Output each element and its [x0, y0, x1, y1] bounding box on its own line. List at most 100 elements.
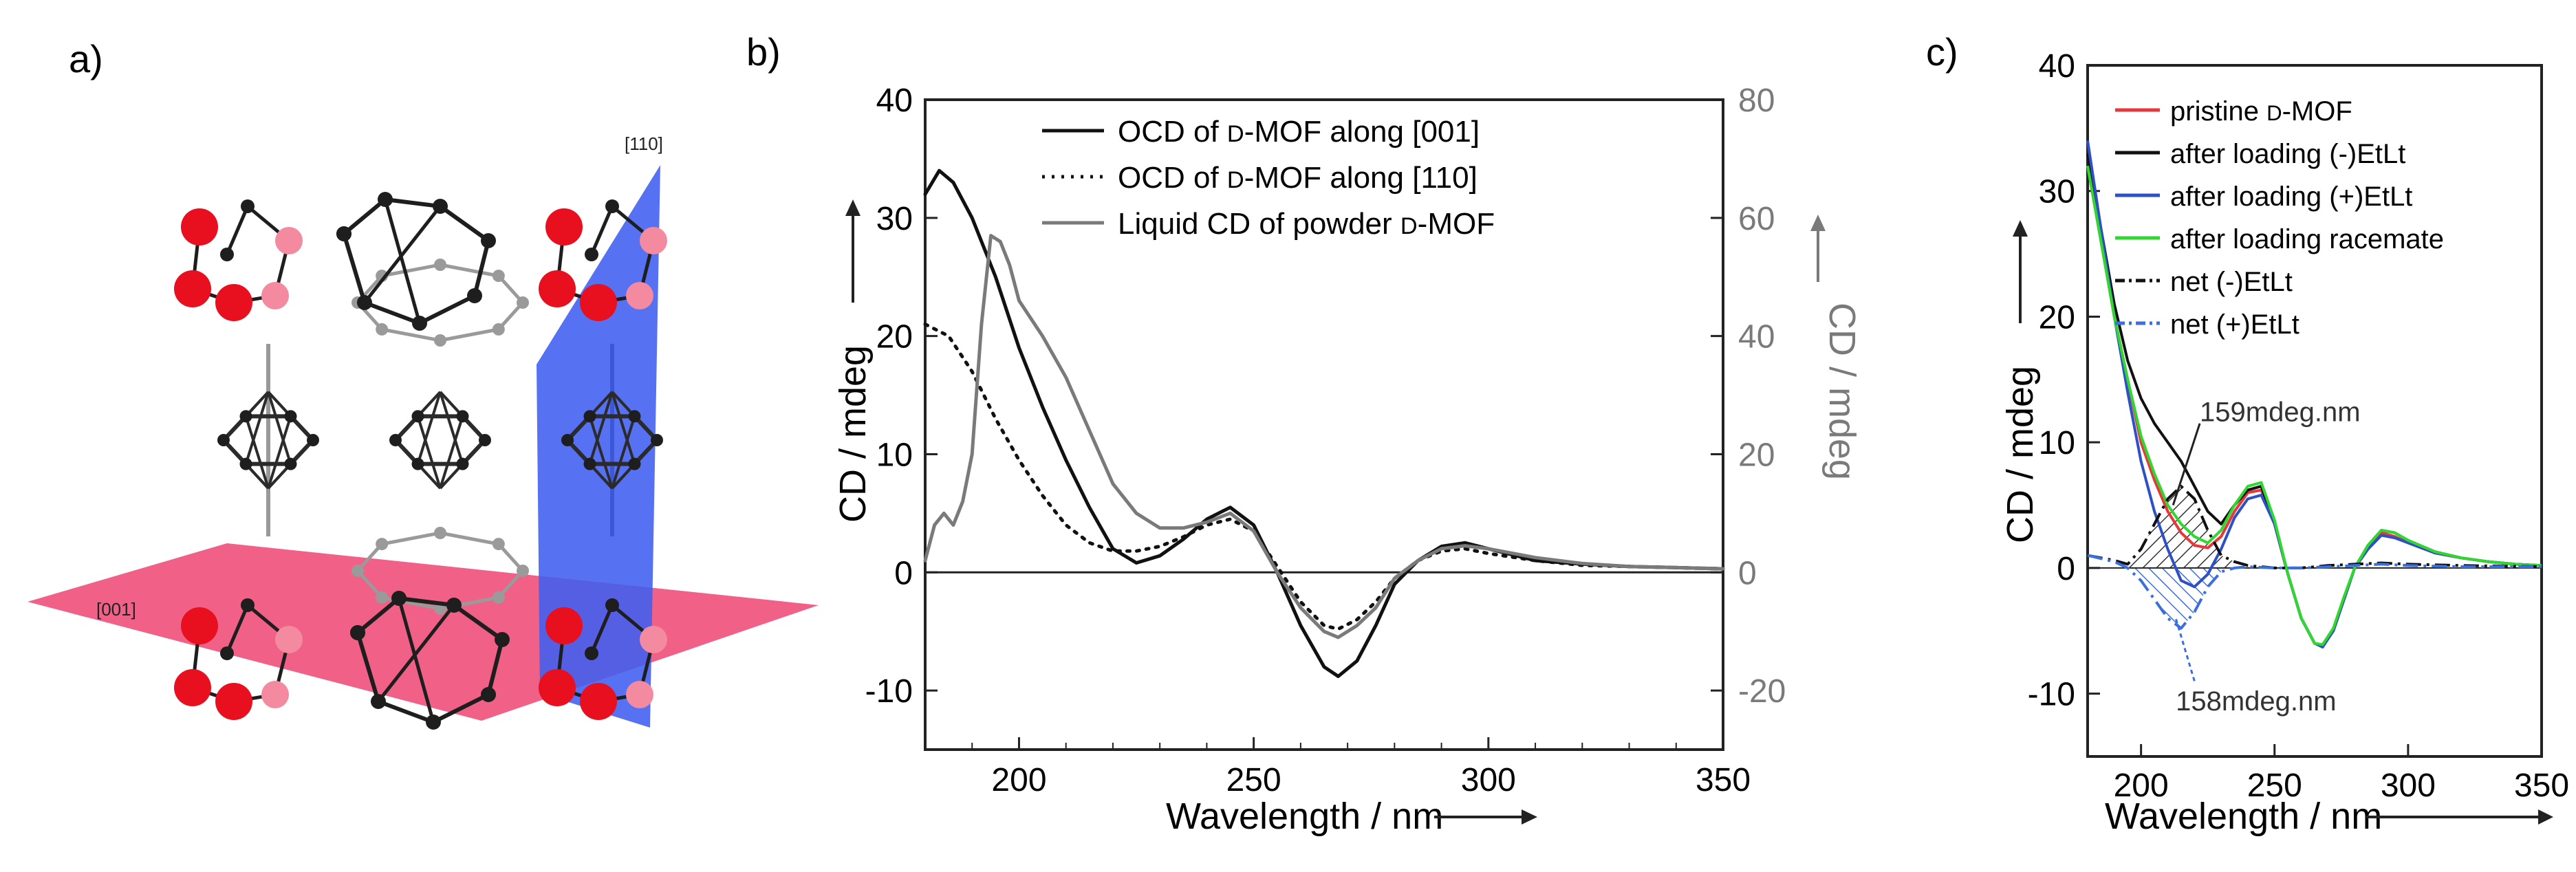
oxygen-atom — [545, 208, 583, 246]
plane-001-label: [001] — [96, 599, 136, 620]
carbon-atom-back — [376, 538, 389, 551]
carbon-atom — [433, 199, 448, 214]
carbon-atom — [220, 646, 234, 660]
oxygen-atom — [539, 669, 576, 706]
oxygen-atom — [181, 208, 218, 246]
plane-001 — [28, 543, 819, 721]
net-area-hatching — [2128, 486, 2235, 629]
carbon-atom — [412, 316, 427, 331]
annotation-2: 158mdeg.nm — [2176, 686, 2336, 717]
oxygen-atom-back — [626, 282, 653, 309]
bond — [588, 415, 614, 489]
carbon-atom — [495, 632, 510, 647]
boron-atom — [284, 410, 297, 423]
carbon-atom — [220, 248, 234, 261]
legend-b: OCD of D-MOF along [001] OCD of D-MOF alo… — [1042, 115, 1495, 241]
bond — [432, 693, 490, 724]
x-axis-ticks-c: 200 250 300 350 — [2114, 744, 2569, 804]
bond — [440, 263, 499, 278]
legend-entry-1: OCD of D-MOF along [001] — [1118, 115, 1480, 149]
y2-axis-arrowhead-b — [1810, 215, 1826, 231]
oxygen-atom — [545, 607, 583, 644]
carbon-atom-back — [492, 538, 505, 551]
x-tick-label: 300 — [2381, 767, 2436, 804]
series-line-1 — [923, 168, 1725, 678]
boron-atom — [456, 457, 469, 470]
oxygen-atom-back — [275, 227, 303, 254]
panel-b-label: b) — [746, 30, 781, 74]
bond — [589, 206, 614, 255]
series-line-3 — [923, 234, 1725, 640]
carbon-atom — [336, 226, 351, 241]
y-axis-arrowhead-b — [845, 199, 861, 216]
bond — [398, 596, 455, 607]
bond — [416, 415, 442, 489]
carbon-atom — [467, 288, 482, 303]
bond — [356, 632, 380, 702]
carbon-atom — [241, 199, 255, 213]
bond — [440, 327, 499, 342]
y-tick-label: 30 — [2039, 174, 2075, 210]
carbon-atom — [378, 192, 393, 207]
bond — [439, 415, 464, 489]
y2-tick-label: 60 — [1738, 201, 1775, 237]
y2-axis-label-b: CD / mdeg — [1821, 303, 1863, 480]
bond — [611, 415, 636, 489]
x-axis-arrowhead-c — [2538, 809, 2553, 825]
carbon-atom-back — [351, 565, 364, 577]
y-tick-label: 0 — [2057, 551, 2075, 587]
y-axis-label-c: CD / mdeg — [2000, 366, 2041, 543]
annotation-pointer — [2174, 618, 2196, 682]
carbon-atom — [426, 715, 441, 730]
carbon-atom-back — [492, 270, 505, 283]
carbon-atom-back — [517, 565, 529, 577]
bond — [267, 415, 292, 489]
carbon-atom — [481, 233, 496, 248]
bond — [356, 596, 400, 635]
bond — [588, 391, 614, 465]
bond — [342, 233, 367, 303]
oxygen-atom — [174, 270, 211, 307]
series-line-5 — [2087, 485, 2542, 569]
legend-entry-5: net (-)EtLt — [2170, 267, 2293, 297]
panel-a-label: a) — [69, 37, 103, 80]
x-tick-label: 200 — [991, 762, 1046, 798]
bond — [440, 531, 499, 546]
oxygen-atom-back — [626, 681, 653, 708]
carbon-atom-back — [492, 591, 505, 604]
panel-b: b) -10 0 10 20 30 40 -20 0 20 40 60 80 200 250 300 35… — [746, 30, 1863, 837]
x-tick-label: 350 — [1696, 762, 1751, 798]
boron-atom — [583, 410, 596, 423]
bond — [377, 604, 455, 703]
bond — [397, 598, 435, 723]
y-tick-label: 40 — [876, 83, 913, 119]
oxygen-atom — [580, 284, 617, 321]
bond — [381, 263, 441, 278]
y2-tick-label: 20 — [1738, 437, 1775, 473]
plane-110-label: [110] — [625, 133, 663, 154]
boron-atom — [628, 410, 641, 423]
carbon-atom — [605, 598, 619, 612]
x-tick-label: 300 — [1461, 762, 1516, 798]
bond — [363, 205, 442, 304]
bond — [343, 197, 387, 236]
oxygen-atom-back — [261, 681, 289, 708]
y-tick-label: 20 — [876, 319, 913, 356]
carbon-atom — [605, 199, 619, 213]
carbon-atom — [391, 591, 407, 606]
boron-atom — [411, 457, 424, 470]
oxygen-atom — [539, 270, 576, 307]
y-tick-label: -10 — [2028, 677, 2075, 713]
carbon-atom — [371, 694, 386, 709]
boron-atom — [239, 457, 252, 470]
legend-entry-3: after loading (+)EtLt — [2170, 182, 2412, 212]
series-line-2 — [923, 323, 1725, 631]
x-tick-label: 250 — [2247, 767, 2302, 804]
series-line-6 — [2087, 554, 2542, 630]
carbon-atom-back — [376, 591, 389, 604]
bond — [244, 391, 270, 465]
carbon-atom — [357, 295, 372, 310]
carbon-atom-back — [492, 323, 505, 336]
annotations-c: 159mdeg.nm 158mdeg.nm — [2172, 397, 2361, 717]
bond — [589, 604, 614, 654]
